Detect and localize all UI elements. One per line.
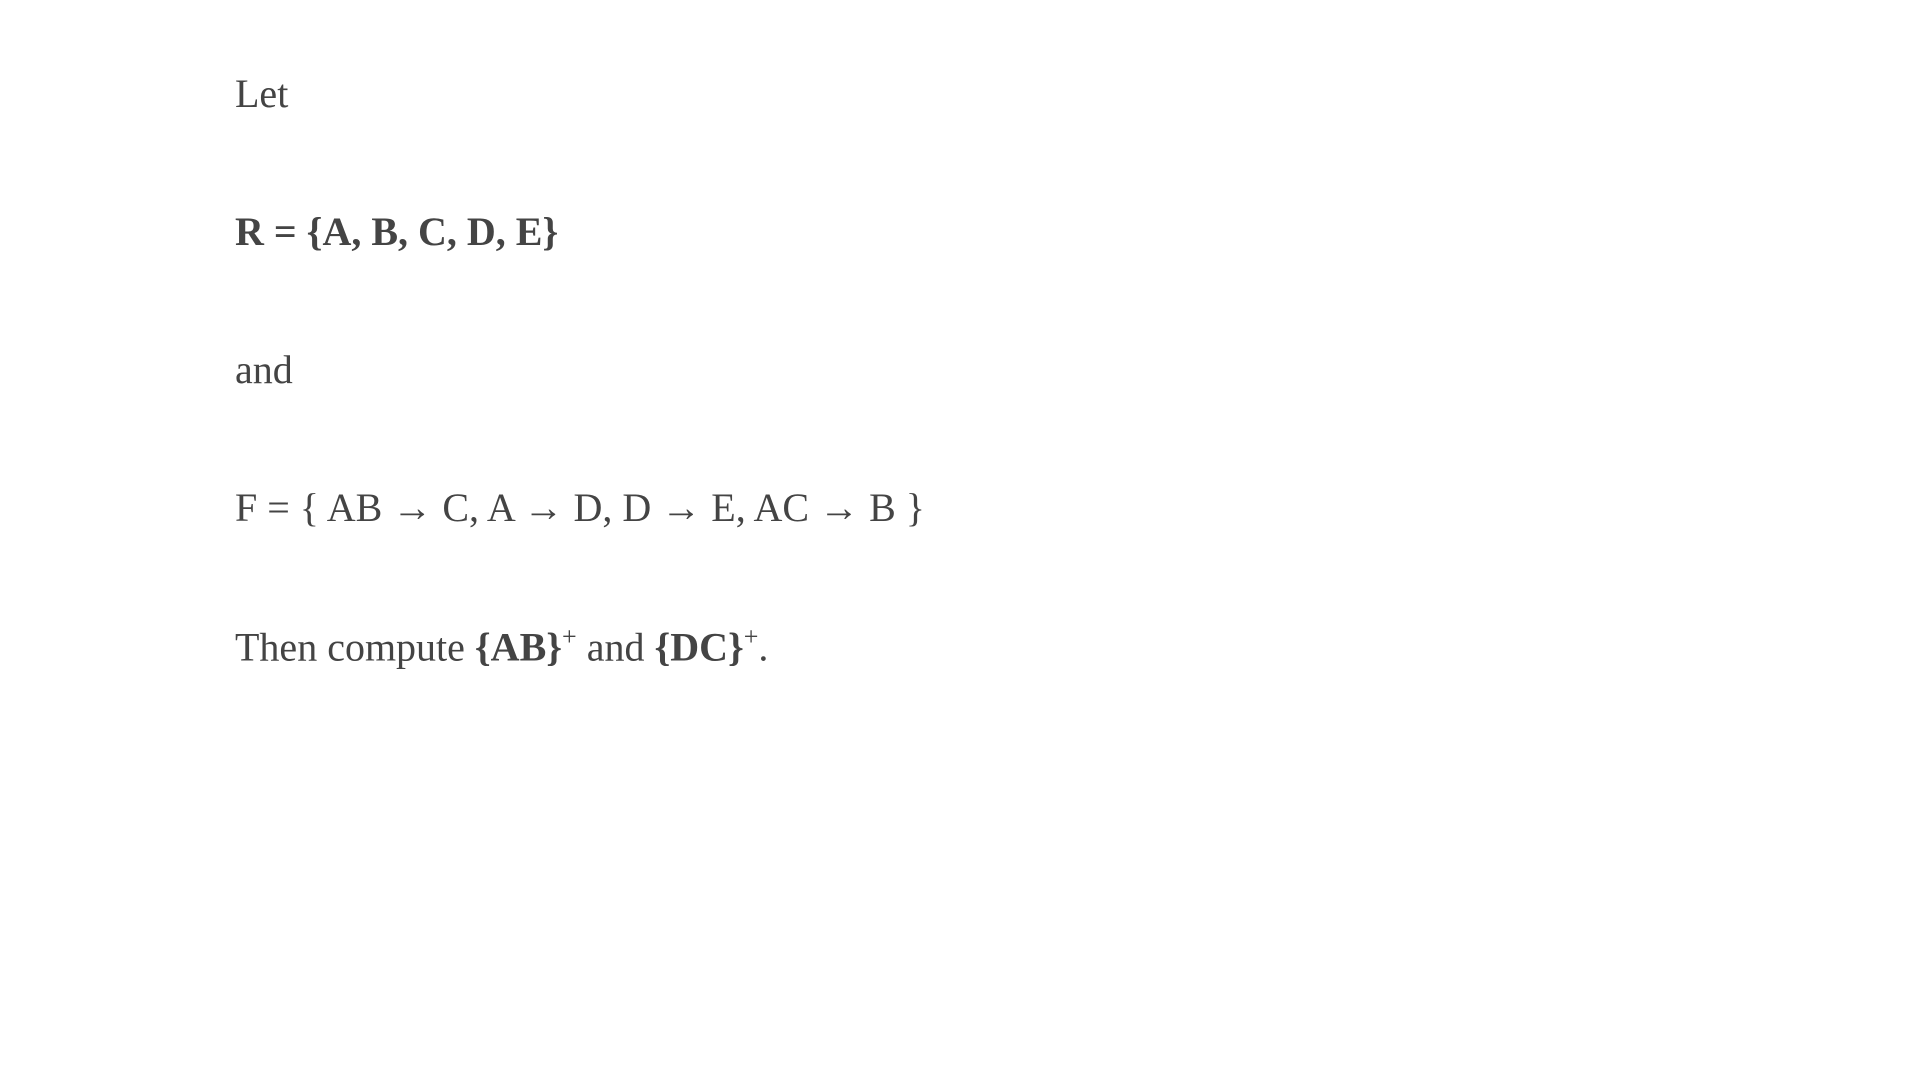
compute-suffix: .: [758, 624, 768, 669]
text-line-relation: R = {A, B, C, D, E}: [235, 208, 1535, 256]
text-line-and: and: [235, 346, 1535, 394]
closure-ab: {AB}: [475, 624, 562, 669]
closure-dc-sup: +: [744, 622, 759, 651]
text-line-compute: Then compute {AB}+ and {DC}+.: [235, 622, 1535, 671]
closure-ab-sup: +: [562, 622, 577, 651]
text-line-fd-set: F = { AB → C, A → D, D → E, AC → B }: [235, 484, 1535, 532]
closure-dc: {DC}: [654, 624, 743, 669]
document-content: Let R = {A, B, C, D, E} and F = { AB → C…: [235, 70, 1535, 671]
text-line-let: Let: [235, 70, 1535, 118]
compute-mid: and: [577, 624, 655, 669]
compute-prefix: Then compute: [235, 624, 475, 669]
